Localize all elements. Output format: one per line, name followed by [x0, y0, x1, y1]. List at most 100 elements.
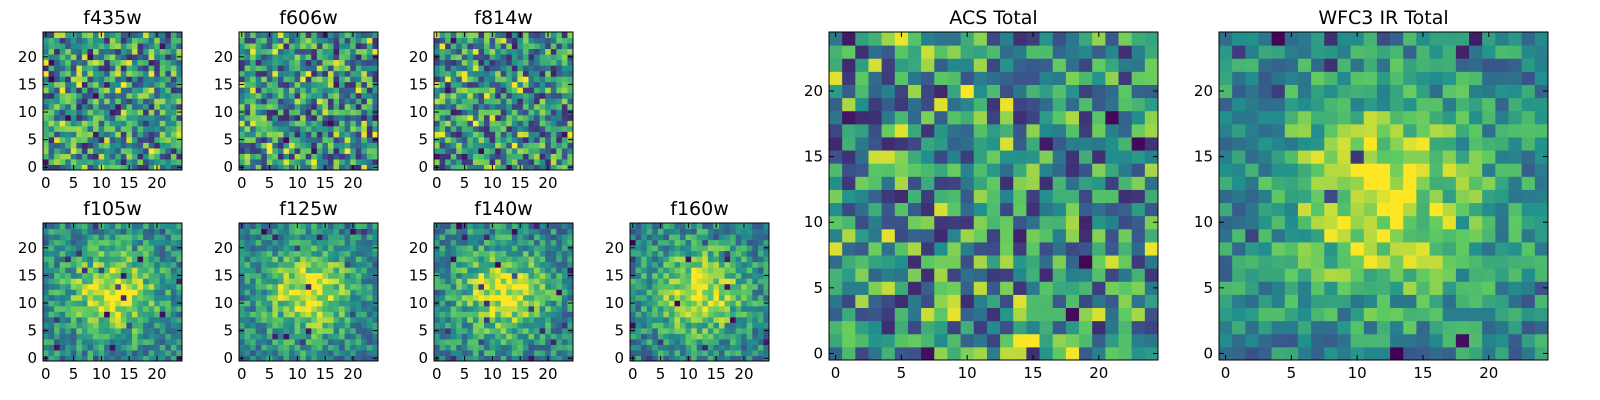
heatmap-cell: [1065, 241, 1080, 256]
heatmap-cell: [511, 223, 518, 230]
heatmap-cell: [48, 316, 55, 323]
heatmap-cell: [109, 300, 116, 307]
heatmap-cell: [159, 344, 166, 351]
heatmap-cell: [556, 245, 563, 252]
heatmap-cell: [81, 164, 88, 171]
heatmap-cell: [763, 234, 770, 241]
heatmap-cell: [277, 223, 284, 230]
heatmap-cell: [120, 267, 127, 274]
heatmap-cell: [277, 294, 284, 301]
heatmap-cell: [87, 114, 94, 121]
heatmap-cell: [478, 327, 485, 334]
heatmap-cell: [907, 294, 922, 309]
heatmap-cell: [305, 349, 312, 356]
heatmap-cell: [517, 294, 524, 301]
heatmap-cell: [115, 153, 122, 160]
heatmap-cell: [663, 322, 670, 329]
heatmap-cell: [244, 355, 251, 362]
heatmap-cell: [255, 120, 262, 127]
heatmap-cell: [545, 120, 552, 127]
heatmap-cell: [868, 176, 883, 190]
heatmap-cell: [277, 311, 284, 318]
heatmap-cell: [93, 92, 100, 99]
heatmap-cell: [294, 70, 301, 77]
heatmap-cell: [366, 103, 373, 110]
heatmap-cell: [131, 81, 139, 88]
heatmap-cell: [517, 305, 524, 312]
heatmap-cell: [450, 131, 457, 138]
heatmap-cell: [1092, 320, 1106, 335]
heatmap-cell: [316, 125, 323, 132]
heatmap-cell: [829, 150, 843, 164]
heatmap-cell: [517, 109, 524, 116]
heatmap-cell: [261, 355, 268, 362]
heatmap-cell: [467, 305, 474, 312]
heatmap-cell: [126, 311, 133, 318]
heatmap-cell: [668, 234, 675, 241]
heatmap-cell: [467, 338, 474, 345]
heatmap-cell: [311, 158, 318, 165]
heatmap-cell: [691, 250, 698, 257]
heatmap-cell: [489, 43, 496, 50]
heatmap-cell: [561, 136, 568, 143]
heatmap-cell: [289, 32, 296, 39]
heatmap-cell: [137, 43, 144, 50]
heatmap-cell: [93, 349, 100, 356]
x-tick-label: 5: [656, 365, 666, 383]
heatmap-cell: [456, 245, 463, 252]
heatmap-cell: [635, 278, 642, 285]
heatmap-cell: [868, 215, 883, 230]
heatmap-cell: [372, 316, 379, 323]
heatmap-cell: [372, 349, 379, 356]
heatmap-cell: [561, 81, 568, 88]
heatmap-cell: [104, 59, 111, 66]
heatmap-cell: [272, 283, 279, 290]
heatmap-cell: [126, 37, 133, 44]
heatmap-cell: [131, 300, 139, 307]
heatmap-cell: [159, 283, 166, 290]
heatmap-cell: [372, 261, 379, 268]
heatmap-cell: [372, 48, 379, 55]
heatmap-cell: [534, 54, 541, 61]
heatmap-cell: [973, 268, 988, 282]
heatmap-cell: [1118, 333, 1133, 348]
heatmap-cell: [556, 300, 563, 307]
heatmap-cell: [450, 272, 457, 279]
heatmap-cell: [350, 300, 357, 307]
heatmap-cell: [484, 92, 491, 99]
heatmap-cell: [735, 300, 742, 307]
heatmap-cell: [327, 355, 335, 362]
heatmap-cell: [881, 333, 896, 348]
heatmap-cell: [109, 234, 116, 241]
heatmap-cell: [322, 272, 329, 279]
heatmap-cell: [327, 228, 335, 235]
heatmap-cell: [65, 76, 72, 83]
heatmap-cell: [176, 322, 183, 329]
heatmap-cell: [70, 305, 77, 312]
heatmap-cell: [556, 59, 563, 66]
heatmap-cell: [154, 120, 161, 127]
heatmap-cell: [170, 261, 177, 268]
heatmap-cell: [244, 278, 251, 285]
heatmap-cell: [272, 322, 279, 329]
heatmap-cell: [294, 81, 301, 88]
heatmap-cell: [567, 338, 574, 345]
heatmap-cell: [143, 278, 150, 285]
heatmap-cell: [289, 228, 296, 235]
heatmap-cell: [344, 239, 351, 246]
heatmap-cell: [131, 305, 139, 312]
heatmap-cell: [511, 131, 518, 138]
heatmap-cell: [143, 87, 150, 94]
heatmap-cell: [450, 153, 457, 160]
heatmap-cell: [165, 87, 172, 94]
heatmap-cell: [355, 158, 362, 165]
heatmap-cell: [550, 283, 557, 290]
heatmap-cell: [104, 344, 111, 351]
heatmap-cell: [528, 349, 535, 356]
heatmap-cell: [500, 256, 507, 263]
heatmap-cell: [294, 272, 301, 279]
heatmap-cell: [54, 311, 61, 318]
heatmap-cell: [741, 261, 748, 268]
heatmap-cell: [311, 65, 318, 72]
heatmap-cell: [339, 344, 346, 351]
